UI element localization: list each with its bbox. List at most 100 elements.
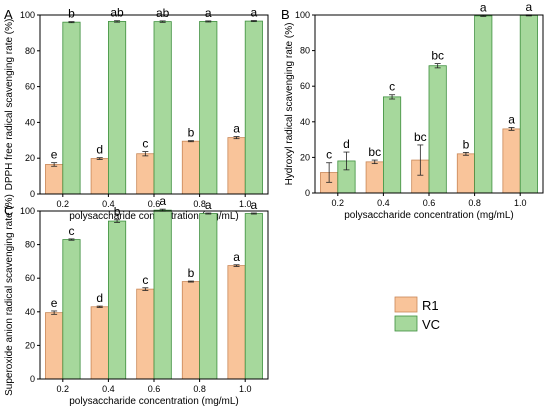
- y-tick-label: 0: [30, 374, 35, 384]
- y-axis-title: DPPH free radical scavenging rate (%): [4, 19, 15, 191]
- x-tick-label: 0.6: [423, 198, 436, 208]
- y-tick-label: 40: [25, 117, 35, 127]
- x-axis-title: polysaccharide concentration (mg/mL): [344, 210, 514, 221]
- significance-letter: bc: [414, 130, 427, 144]
- x-tick-label: 1.0: [514, 198, 527, 208]
- legend: R1 VC: [394, 296, 440, 332]
- y-tick-label: 100: [295, 10, 310, 20]
- x-tick-label: 0.4: [377, 198, 390, 208]
- legend-swatch-vc: [394, 315, 418, 332]
- y-tick-label: 100: [20, 10, 35, 20]
- significance-letter: d: [96, 291, 103, 305]
- y-tick-label: 40: [300, 117, 310, 127]
- x-axis-title: polysaccharide concentration (mg/mL): [69, 396, 239, 407]
- y-tick-label: 20: [25, 153, 35, 163]
- significance-letter: d: [343, 137, 350, 151]
- x-tick-label: 0.4: [102, 384, 115, 394]
- y-axis-title: Superoxide anion radical scavenging rate…: [4, 194, 15, 396]
- x-tick-label: 0.2: [332, 198, 345, 208]
- significance-letter: d: [96, 143, 103, 157]
- y-tick-label: 80: [25, 240, 35, 250]
- significance-letter: b: [188, 266, 195, 280]
- x-tick-label: 1.0: [239, 384, 252, 394]
- y-tick-label: 0: [305, 188, 310, 198]
- legend-label-vc: VC: [422, 317, 440, 332]
- significance-letter: c: [326, 148, 332, 162]
- x-tick-label: 0.8: [468, 198, 481, 208]
- significance-letter: c: [142, 137, 148, 151]
- bar-r1-0.4: [90, 306, 109, 380]
- y-tick-label: 80: [300, 46, 310, 56]
- bar-r1-0.8: [181, 281, 201, 380]
- significance-letter: b: [114, 205, 121, 219]
- significance-letter: a: [205, 198, 212, 212]
- bar-vc-0.6: [428, 65, 447, 194]
- y-tick-label: 60: [300, 81, 310, 91]
- bar-r1-1.0: [227, 265, 246, 380]
- bar-r1-0.8: [181, 140, 201, 195]
- bar-vc-0.6: [153, 209, 172, 380]
- significance-letter: a: [480, 0, 487, 14]
- significance-letter: a: [508, 112, 515, 126]
- panel-label: C: [4, 203, 13, 218]
- significance-letter: a: [526, 0, 533, 14]
- bar-vc-1.0: [519, 14, 538, 194]
- x-tick-label: 0.2: [57, 384, 70, 394]
- x-tick-label: 0.2: [57, 199, 70, 209]
- bar-r1-1.0: [227, 137, 246, 195]
- y-tick-label: 40: [25, 307, 35, 317]
- x-tick-label: 0.4: [102, 199, 115, 209]
- significance-letter: a: [205, 6, 212, 20]
- y-tick-label: 80: [25, 46, 35, 56]
- bar-r1-0.8: [456, 153, 476, 194]
- significance-letter: b: [188, 126, 195, 140]
- y-tick-label: 60: [25, 273, 35, 283]
- bar-vc-0.2: [62, 239, 81, 380]
- bar-vc-0.2: [62, 21, 81, 195]
- bar-vc-0.8: [199, 21, 218, 195]
- bar-r1-1.0: [502, 128, 521, 194]
- significance-letter: e: [51, 148, 58, 162]
- significance-letter: c: [142, 273, 148, 287]
- significance-letter: a: [233, 250, 240, 264]
- bar-r1-0.4: [90, 158, 109, 195]
- significance-letter: bc: [431, 49, 444, 63]
- bar-vc-0.4: [382, 96, 402, 194]
- bar-vc-1.0: [244, 20, 263, 195]
- bar-r1-0.4: [365, 161, 384, 194]
- bar-vc-0.6: [153, 21, 172, 195]
- significance-letter: b: [463, 137, 470, 151]
- bar-vc-0.4: [108, 220, 127, 380]
- significance-letter: ab: [156, 6, 170, 20]
- significance-letter: c: [68, 224, 74, 238]
- significance-letter: a: [159, 194, 166, 208]
- significance-letter: a: [251, 198, 258, 212]
- y-tick-label: 60: [25, 82, 35, 92]
- significance-letter: b: [68, 7, 75, 21]
- bar-r1-0.2: [45, 312, 64, 380]
- x-tick-label: 0.8: [193, 384, 206, 394]
- significance-letter: a: [233, 122, 240, 136]
- significance-letter: c: [389, 80, 395, 94]
- y-tick-label: 20: [300, 152, 310, 162]
- bar-vc-0.4: [108, 21, 127, 195]
- bar-r1-0.6: [136, 288, 155, 380]
- y-tick-label: 0: [30, 189, 35, 199]
- y-tick-label: 100: [20, 206, 35, 216]
- legend-label-r1: R1: [422, 298, 439, 313]
- significance-letter: a: [251, 6, 258, 20]
- bar-r1-0.2: [45, 164, 64, 195]
- y-axis-title: Hydroxyl radical scavenging rate (%): [284, 23, 295, 186]
- panel-label: A: [4, 7, 13, 22]
- significance-letter: bc: [368, 145, 381, 159]
- x-tick-label: 1.0: [239, 199, 252, 209]
- x-tick-label: 0.6: [148, 384, 161, 394]
- bar-r1-0.6: [136, 153, 155, 195]
- panel-label: B: [281, 7, 290, 22]
- x-tick-label: 0.8: [193, 199, 206, 209]
